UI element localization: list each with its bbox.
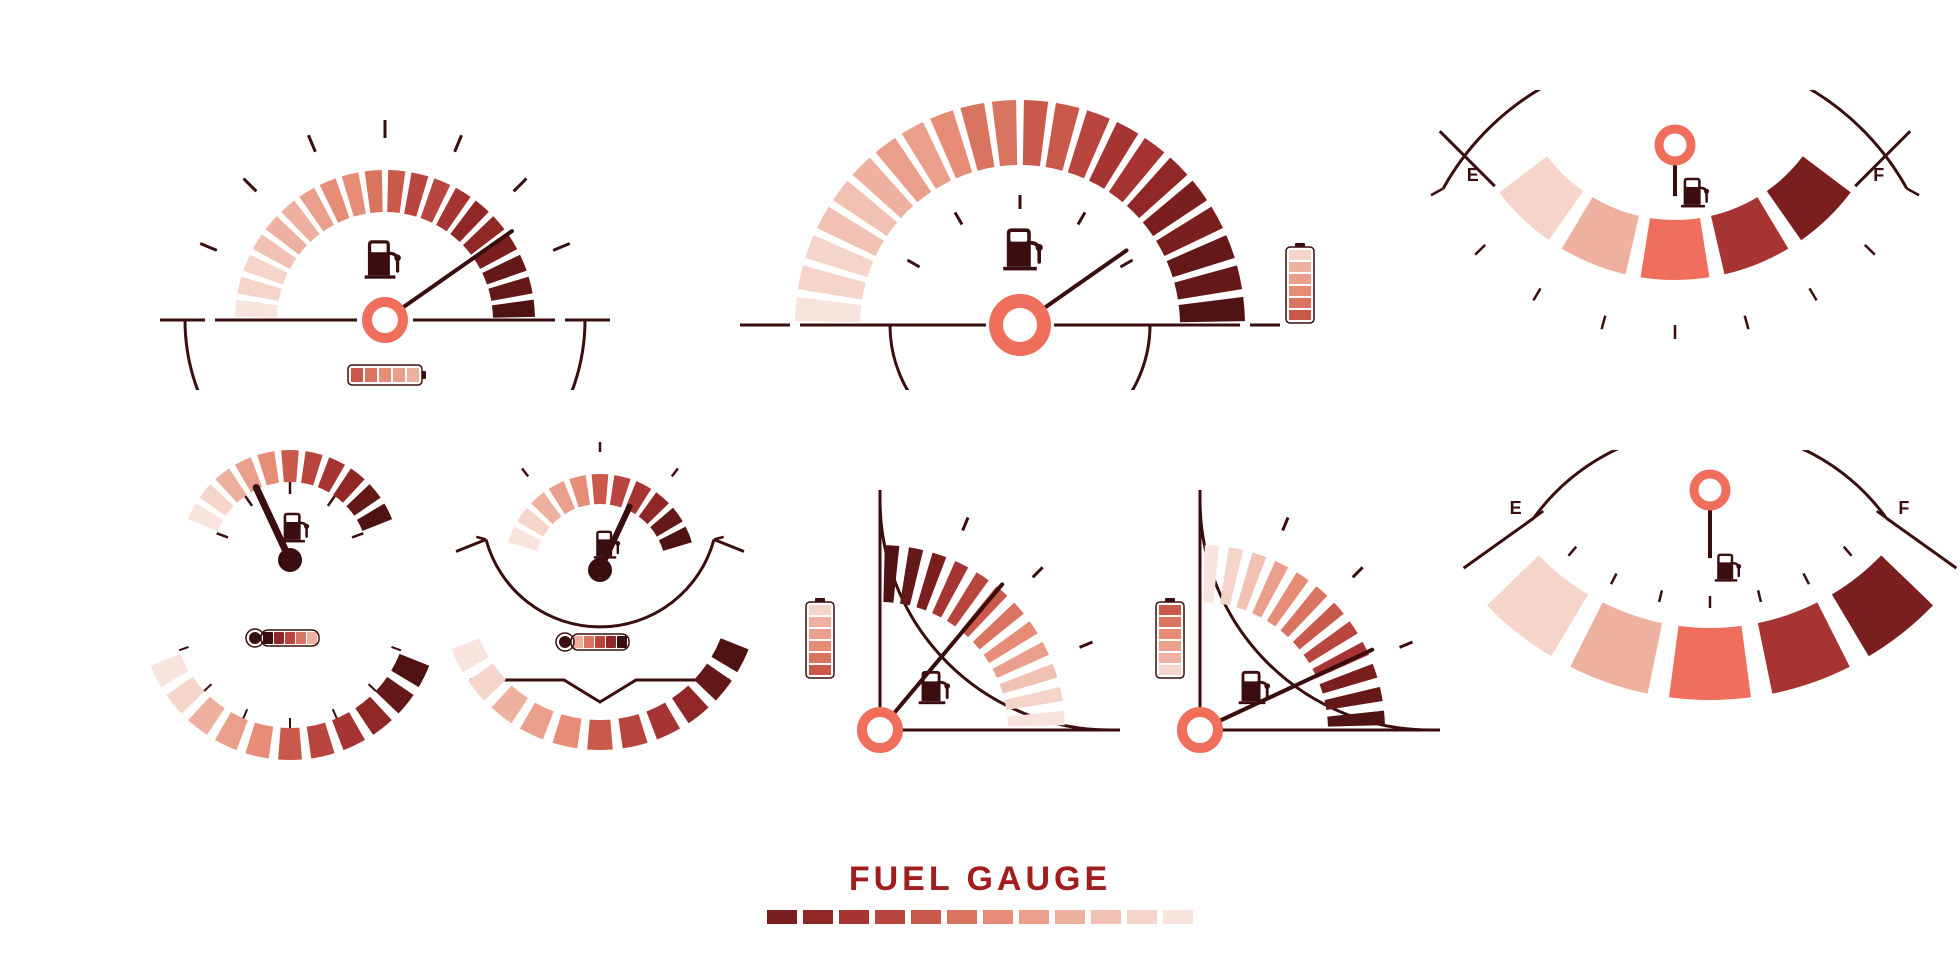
title-block: FUEL GAUGE (0, 860, 1960, 899)
svg-text:F: F (1898, 498, 1909, 518)
legend-chip (1127, 910, 1157, 924)
svg-text:E: E (1467, 165, 1479, 185)
gauge-half-outline (150, 90, 620, 390)
legend-chip (839, 910, 869, 924)
legend-chip (911, 910, 941, 924)
canvas: EF EF FUEL GAUGE (0, 0, 1960, 980)
legend-row (0, 908, 1960, 926)
gauge-mini-a (150, 420, 430, 770)
legend-chip (875, 910, 905, 924)
legend-chip (983, 910, 1013, 924)
gauge-frown-blocks: EF (1460, 450, 1960, 770)
legend-chip (1019, 910, 1049, 924)
legend-chip (1163, 910, 1193, 924)
gauge-smile-blocks: EF (1420, 90, 1930, 380)
legend-chip (767, 910, 797, 924)
legend-chip (1055, 910, 1085, 924)
svg-text:F: F (1873, 165, 1884, 185)
gauge-mini-b (450, 420, 750, 770)
gauge-half-thick (720, 90, 1340, 390)
svg-text:E: E (1510, 498, 1522, 518)
legend-chip (803, 910, 833, 924)
legend-chip (1091, 910, 1121, 924)
gauge-quarter-b (1140, 450, 1480, 790)
gauge-quarter-a (790, 450, 1130, 790)
legend-chip (947, 910, 977, 924)
title-text: FUEL GAUGE (849, 860, 1111, 898)
